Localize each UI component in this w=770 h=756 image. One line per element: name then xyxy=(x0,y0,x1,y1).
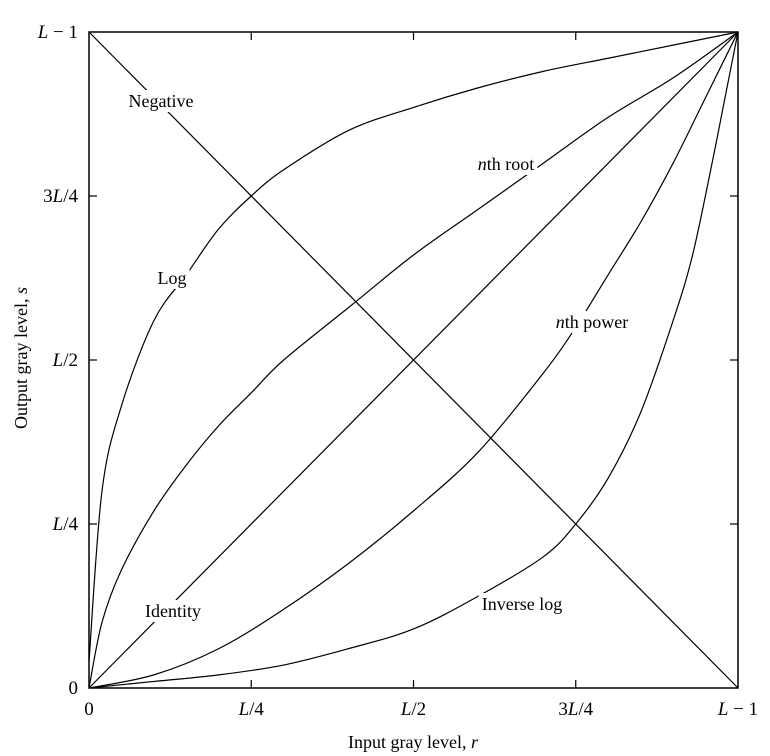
identity-label: Identity xyxy=(145,601,201,621)
inverse-log-label-part: Inverse log xyxy=(482,594,562,614)
negative-label-bg xyxy=(125,90,197,112)
y-tick-label: 0 xyxy=(69,678,79,699)
nth-power-label-part: n xyxy=(556,312,565,332)
nth-root-label-part: n xyxy=(478,154,487,174)
x-tick-label-part: L xyxy=(400,699,412,720)
y-tick-label-part: − 1 xyxy=(48,22,78,43)
x-tick-label-part: /4 xyxy=(578,699,593,720)
x-tick-label-part: − 1 xyxy=(728,699,758,720)
x-tick-label-part: L xyxy=(567,699,579,720)
curves xyxy=(88,31,739,689)
y-tick-label-part: L xyxy=(52,514,64,535)
x-tick-label: 0 xyxy=(84,699,94,720)
y-tick-label-part: L xyxy=(37,22,49,43)
x-axis-title: Input gray level, r xyxy=(348,732,479,752)
negative-label: Negative xyxy=(129,91,194,111)
y-tick-label-part: L xyxy=(52,350,64,371)
x-axis-ticks: 0 L/4 L/2 3L/4 L − 1 xyxy=(84,32,758,720)
y-axis-title: Output gray level, s xyxy=(11,287,31,429)
nth-root-label-part: th root xyxy=(487,154,535,174)
y-tick-label: L/2 xyxy=(52,350,78,371)
inverse-log-label: Inverse log xyxy=(482,594,562,614)
log-curve xyxy=(88,31,739,662)
x-tick-label-part: L xyxy=(238,699,250,720)
x-tick-label-part: L xyxy=(717,699,729,720)
identity-label-bg xyxy=(142,600,204,622)
nth-root-label-bg xyxy=(474,153,538,175)
x-tick-label-part: 0 xyxy=(84,699,94,720)
y-tick-label: L − 1 xyxy=(37,22,78,43)
identity-curve xyxy=(88,31,739,689)
y-tick-label-part: L xyxy=(52,186,64,207)
inverse-log-label-bg xyxy=(478,593,566,615)
y-tick-label-part: 0 xyxy=(69,678,79,699)
y-axis-ticks: 0L/4L/23L/4L − 1 xyxy=(37,22,738,699)
log-label-bg xyxy=(154,267,190,289)
y-tick-label-part: /4 xyxy=(63,514,78,535)
nth-root-curve xyxy=(88,31,739,689)
nth-power-curve xyxy=(88,31,739,689)
x-tick-label: L/2 xyxy=(400,699,426,720)
inverse-log-curve xyxy=(88,31,739,689)
nth-power-label: nth power xyxy=(556,312,628,332)
log-label-part: Log xyxy=(158,268,187,288)
log-label: Log xyxy=(158,268,187,288)
identity-label-part: Identity xyxy=(145,601,201,621)
y-tick-label-part: 3 xyxy=(43,186,53,207)
nth-power-label-bg xyxy=(552,311,632,333)
y-tick-label: L/4 xyxy=(52,514,79,535)
x-tick-label: L − 1 xyxy=(717,699,758,720)
x-tick-label-part: 3 xyxy=(558,699,568,720)
x-tick-label: 3L/4 xyxy=(558,699,593,720)
x-tick-label-part: /2 xyxy=(411,699,426,720)
x-tick-label: L/4 xyxy=(238,699,265,720)
y-tick-label-part: /4 xyxy=(63,186,78,207)
x-tick-label-part: /4 xyxy=(249,699,264,720)
nth-root-label: nth root xyxy=(478,154,535,174)
negative-label-part: Negative xyxy=(129,91,194,111)
y-tick-label: 3L/4 xyxy=(43,186,78,207)
y-tick-label-part: /2 xyxy=(63,350,78,371)
nth-power-label-part: th power xyxy=(565,312,628,332)
